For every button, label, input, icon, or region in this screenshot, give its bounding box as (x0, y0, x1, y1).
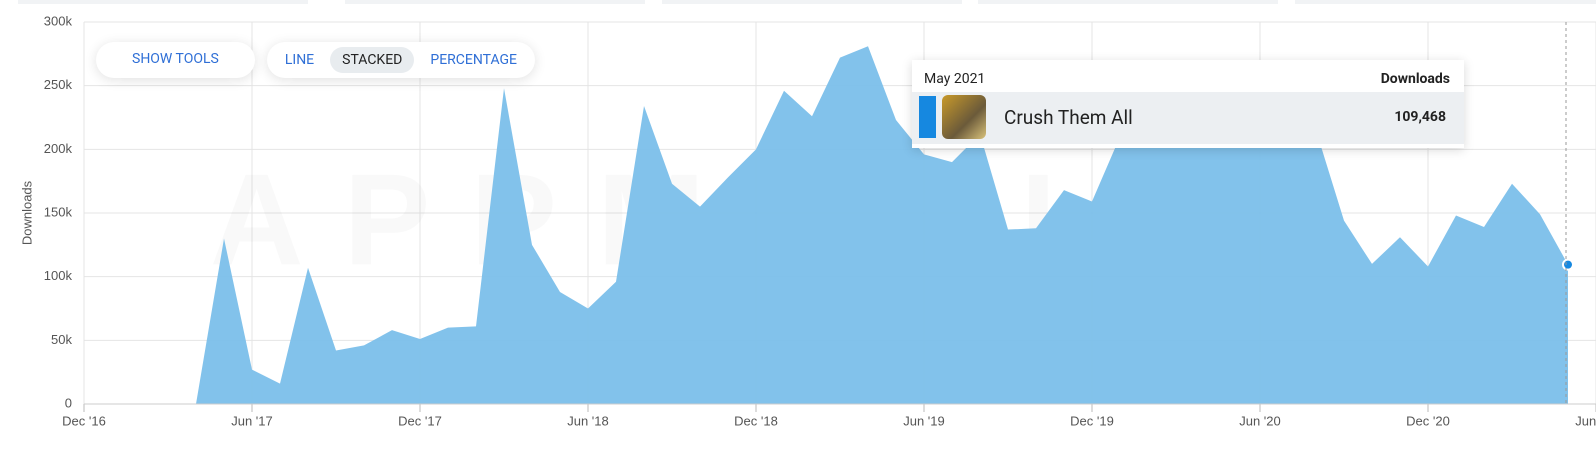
mode-button[interactable]: LINE (284, 52, 315, 68)
x-tick-label: Jun '18 (567, 413, 609, 428)
x-tick-label: Dec '17 (398, 413, 442, 428)
x-tick-label: Dec '19 (1070, 413, 1114, 428)
x-tick-label: Dec '16 (62, 413, 106, 428)
x-tick-label: Dec '18 (734, 413, 778, 428)
top-strip (18, 0, 308, 4)
y-tick-label: 300k (44, 13, 73, 28)
y-tick-label: 100k (44, 268, 73, 283)
tooltip-value: 109,468 (1394, 109, 1446, 125)
y-axis-label: Downloads (19, 180, 34, 245)
tooltip-row: Crush Them All 109,468 (912, 92, 1464, 144)
app-icon (942, 95, 986, 139)
y-tick-label: 250k (44, 77, 73, 92)
series-swatch (919, 96, 936, 138)
x-tick-label: Jun '17 (231, 413, 273, 428)
hover-point (1562, 258, 1574, 271)
x-tick-label: Dec '20 (1406, 413, 1450, 428)
mode-button[interactable]: PERCENTAGE (430, 52, 518, 68)
top-strip (345, 0, 645, 4)
y-tick-label: 50k (51, 332, 72, 347)
tooltip: May 2021 Downloads Crush Them All 109,46… (912, 60, 1464, 148)
mode-button[interactable]: STACKED (330, 47, 415, 73)
show-tools-button[interactable]: SHOW TOOLS (96, 42, 255, 78)
tooltip-header: Downloads (1380, 71, 1450, 87)
top-strip (1295, 0, 1596, 4)
y-tick-label: 150k (44, 204, 73, 219)
x-tick-label: Jun '20 (1239, 413, 1281, 428)
tooltip-title: May 2021 (924, 71, 986, 87)
toolbar: SHOW TOOLS LINE STACKED PERCENTAGE (96, 42, 536, 78)
x-tick-label: Jun '21 (1575, 413, 1596, 428)
y-tick-label: 0 (65, 395, 72, 410)
top-strip (662, 0, 962, 4)
y-tick-label: 200k (44, 141, 73, 156)
mode-switch: LINE STACKED PERCENTAGE (266, 42, 536, 78)
x-tick-label: Jun '19 (903, 413, 945, 428)
tooltip-series-name: Crush Them All (1004, 106, 1133, 129)
top-strip (978, 0, 1278, 4)
